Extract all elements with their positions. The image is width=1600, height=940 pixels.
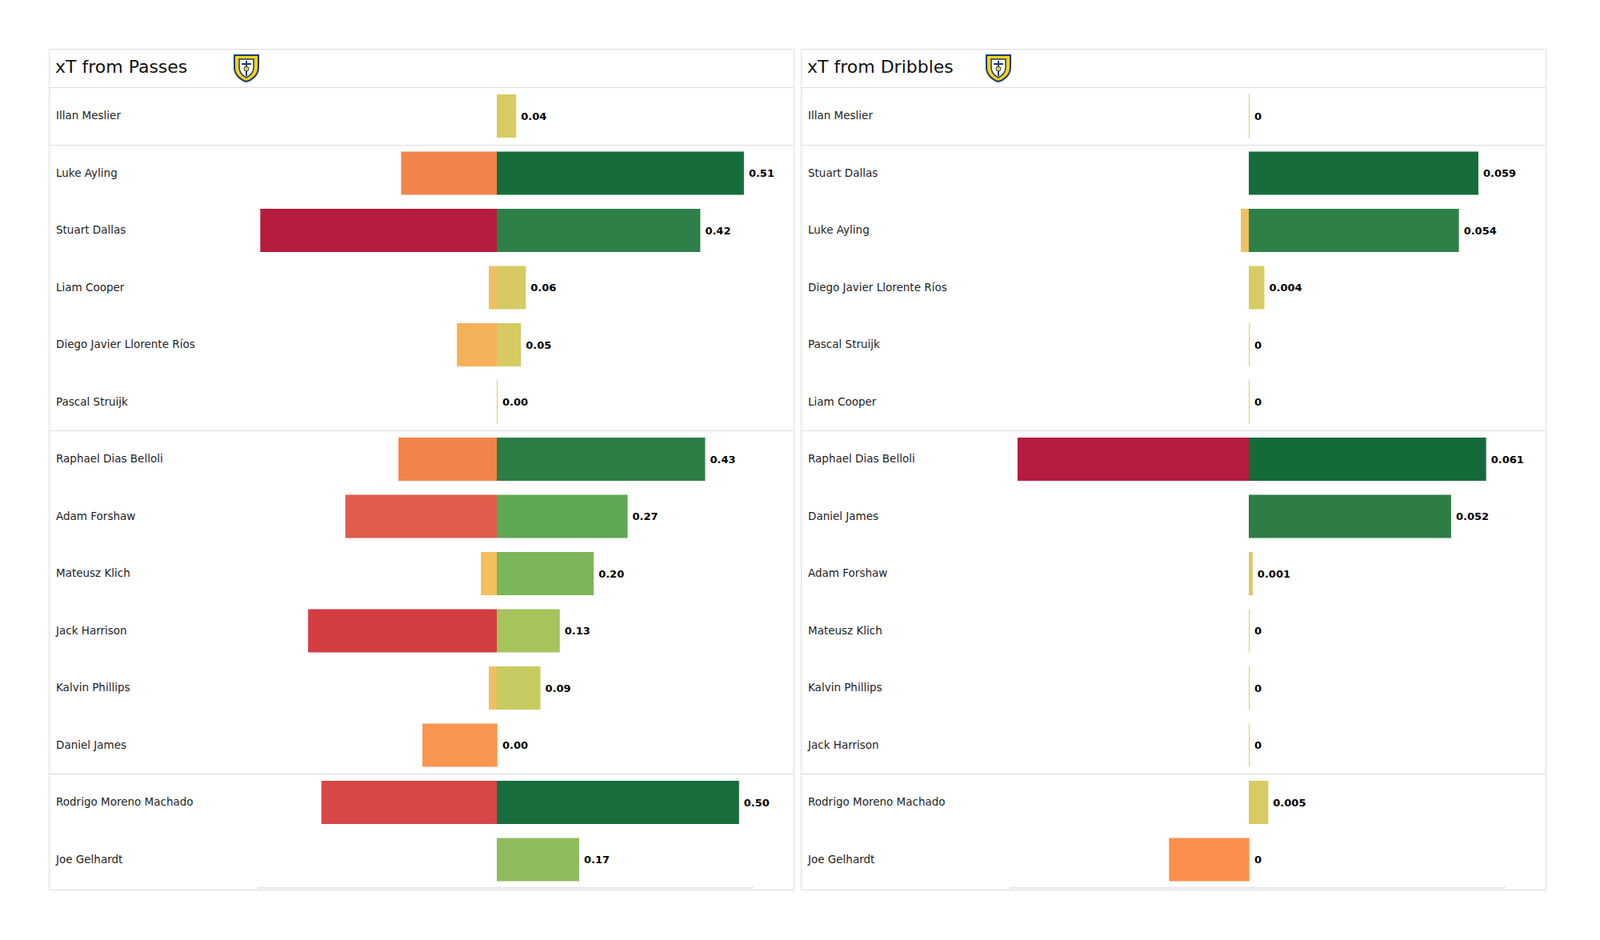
svg-text:0.17: 0.17	[584, 853, 610, 866]
svg-text:0: 0	[1254, 739, 1262, 752]
svg-text:0.05: 0.05	[525, 339, 552, 352]
html-text:xT from Dribbles: xT from Dribbles	[807, 56, 954, 77]
svg-text:0.061: 0.061	[1491, 453, 1524, 466]
html-text:Luke Ayling: Luke Ayling	[808, 223, 870, 236]
html-text:Raphael Dias Belloli: Raphael Dias Belloli	[56, 452, 163, 465]
html-text:Pascal Struijk: Pascal Struijk	[808, 337, 880, 351]
svg-text:0: 0	[1254, 682, 1262, 695]
svg-text:0: 0	[1254, 396, 1262, 408]
svg-text:0.00: 0.00	[502, 396, 528, 408]
html-text:Mateusz Klich: Mateusz Klich	[56, 566, 131, 580]
svg-text:0: 0	[1254, 339, 1262, 352]
svg-text:0.054: 0.054	[1464, 224, 1497, 237]
svg-text:0.059: 0.059	[1483, 167, 1516, 180]
html-text:Adam Forshaw: Adam Forshaw	[56, 509, 136, 522]
svg-text:0.42: 0.42	[704, 224, 731, 237]
svg-text:0.00: 0.00	[502, 739, 528, 752]
svg-text:0.052: 0.052	[1456, 510, 1489, 523]
html-text:Illan Meslier: Illan Meslier	[56, 108, 121, 122]
svg-text:0.50: 0.50	[744, 796, 770, 809]
svg-text:0.20: 0.20	[598, 568, 624, 580]
svg-text:0: 0	[1254, 624, 1262, 637]
svg-text:0.43: 0.43	[709, 453, 736, 466]
html-text:xT from Passes: xT from Passes	[55, 56, 188, 77]
html-text:Rodrigo Moreno Machado: Rodrigo Moreno Machado	[56, 795, 194, 808]
svg-text:0: 0	[1254, 853, 1262, 866]
html-text:Pascal Struijk: Pascal Struijk	[56, 394, 128, 408]
svg-text:0.51: 0.51	[748, 167, 775, 180]
svg-text:0.005: 0.005	[1272, 796, 1306, 809]
svg-text:0.27: 0.27	[632, 510, 659, 523]
html-text:Raphael Dias Belloli: Raphael Dias Belloli	[808, 452, 915, 465]
html-text:Joe Gelhardt: Joe Gelhardt	[56, 852, 123, 866]
html-text:Jack Harrison: Jack Harrison	[56, 623, 127, 637]
svg-text:0.13: 0.13	[564, 624, 591, 637]
html-text:Stuart Dallas: Stuart Dallas	[56, 223, 126, 236]
svg-text:0.001: 0.001	[1257, 568, 1291, 580]
html-text:Mateusz Klich: Mateusz Klich	[808, 623, 883, 637]
svg-text:0.04: 0.04	[520, 110, 547, 123]
html-text:Daniel James: Daniel James	[56, 738, 127, 751]
html-text:Luke Ayling: Luke Ayling	[56, 166, 118, 179]
html-text:Liam Cooper: Liam Cooper	[56, 280, 125, 294]
html-text:Stuart Dallas: Stuart Dallas	[808, 166, 878, 179]
html-text:Kalvin Phillips: Kalvin Phillips	[56, 680, 130, 694]
svg-text:0.06: 0.06	[530, 281, 556, 294]
html-text:Daniel James: Daniel James	[808, 509, 879, 522]
svg-text:0.004: 0.004	[1268, 281, 1302, 294]
html-text:Illan Meslier: Illan Meslier	[808, 108, 873, 122]
html-text:Rodrigo Moreno Machado: Rodrigo Moreno Machado	[808, 795, 946, 808]
html-text:Joe Gelhardt: Joe Gelhardt	[808, 852, 875, 866]
html-text:Diego Javier Llorente Ríos: Diego Javier Llorente Ríos	[56, 337, 195, 351]
html-text:Diego Javier Llorente Ríos: Diego Javier Llorente Ríos	[808, 280, 947, 294]
svg-text:0: 0	[1254, 110, 1262, 123]
svg-text:0.09: 0.09	[545, 682, 572, 695]
html-text:Kalvin Phillips: Kalvin Phillips	[808, 680, 882, 694]
html-text:Liam Cooper: Liam Cooper	[808, 394, 877, 408]
html-text:Adam Forshaw: Adam Forshaw	[808, 566, 888, 580]
html-text:Jack Harrison: Jack Harrison	[808, 738, 879, 751]
